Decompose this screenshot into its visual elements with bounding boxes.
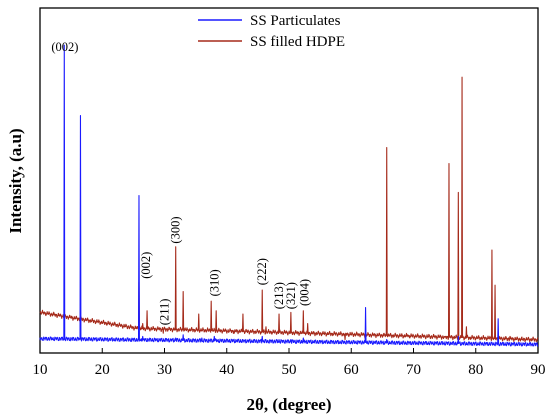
x-tick-label: 20 — [95, 362, 110, 378]
x-tick-label: 90 — [531, 362, 546, 378]
legend-label: SS filled HDPE — [250, 34, 345, 50]
peak-annotations: (002) (002) (211) (300) (310) (222)(213)(321)… — [51, 40, 311, 325]
series-line-ss-filled-hdpe — [39, 76, 539, 343]
peak-label: (310) — [207, 269, 221, 296]
y-axis-title: Intensity, (a.u) — [6, 128, 25, 233]
x-tick-label: 30 — [157, 362, 172, 378]
peak-label: (211) — [158, 299, 172, 326]
peak-label: (002) — [139, 252, 153, 279]
series-layer — [39, 44, 539, 347]
x-axis-title: 2θ, (degree) — [246, 395, 331, 414]
peak-label: (002) — [51, 40, 78, 54]
peak-label: (300) — [169, 217, 183, 244]
x-tick-label: 80 — [468, 362, 483, 378]
legend-label: SS Particulates — [250, 13, 341, 29]
x-tick-label: 40 — [219, 362, 234, 378]
x-ticks: 10 20 30 40 50 60 70 80 90 — [33, 348, 546, 378]
x-tick-label: 50 — [282, 362, 297, 378]
legend: SS Particulates SS filled HDPE — [198, 13, 345, 50]
series-line-ss-particulates — [39, 44, 539, 347]
x-tick-label: 70 — [406, 362, 421, 378]
peak-label: (321) — [284, 282, 298, 309]
peak-label: (004) — [298, 279, 312, 306]
peak-label: (213) — [272, 282, 286, 309]
x-tick-label: 60 — [344, 362, 359, 378]
x-tick-label: 10 — [33, 362, 48, 378]
peak-label: (222) — [255, 258, 269, 285]
